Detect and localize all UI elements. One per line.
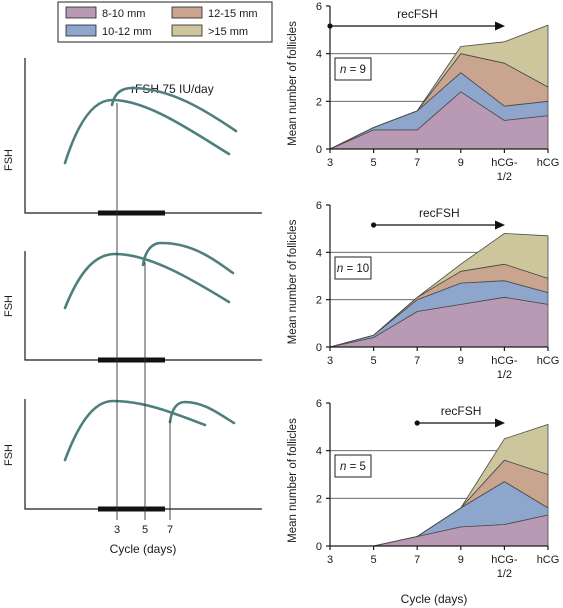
x-tick-label: 5: [371, 157, 377, 169]
legend-item: 8-10 mm: [65, 6, 145, 20]
x-tick-label: 7: [414, 157, 420, 169]
fsh-axis-label: FSH: [3, 149, 15, 171]
fsh-panel-axes: [24, 251, 262, 361]
legend-swatch: [65, 6, 97, 19]
follicle-chart-2: 0 2 4 6 3 5 7 9 hCG-1/2 hCG Mean number of follicl…: [287, 200, 559, 381]
fsh-stimulated-curve: [168, 400, 236, 425]
y-tick-label: 0: [316, 342, 322, 354]
x-tick-label: 3: [327, 554, 333, 566]
legend-swatch: [171, 6, 203, 19]
x-tick-label: hCG-1/2: [491, 355, 518, 381]
n-annotation: n = 5: [340, 461, 366, 473]
x-tick-label: 3: [327, 157, 333, 169]
x-tick-label: hCG: [537, 355, 560, 367]
day-tick-label: 3: [114, 524, 120, 536]
area-band: [329, 424, 549, 547]
arrow-head: [495, 21, 505, 31]
y-tick-label: 6: [316, 398, 322, 410]
y-tick-label: 2: [316, 295, 322, 307]
y-tick-label: 2: [316, 493, 322, 505]
right-x-axis-title: Cycle (days): [401, 592, 468, 606]
y-tick-label: 6: [316, 200, 322, 212]
n-box: [334, 256, 372, 280]
legend-label: 10-12 mm: [102, 26, 152, 38]
recfsh-arrow-label: recFSH: [419, 206, 460, 220]
x-tick-label: 5: [371, 355, 377, 367]
y-tick-label: 6: [316, 1, 322, 13]
n-annotation: n = 10: [337, 263, 369, 275]
day-tick-label: 7: [167, 524, 173, 536]
x-tick-label: 7: [414, 554, 420, 566]
legend: 8-10 mm 12-15 mm 10-12 mm >15 mm: [57, 1, 273, 43]
x-tick-label: 3: [327, 355, 333, 367]
legend-label: 12-15 mm: [208, 8, 258, 20]
fsh-stimulated-curve: [110, 86, 238, 133]
fsh-baseline-curve: [63, 252, 231, 310]
fsh-panel: FSH: [3, 58, 262, 216]
follicle-chart-3: 0 2 4 6 3 5 7 9 hCG-1/2 hCG Mean number of follicl…: [287, 398, 559, 580]
arrow-head: [495, 220, 505, 230]
follicle-chart-1: 0 2 4 6 3 5 7 9 hCG-1/2 hCG Mean number of follicl…: [287, 1, 559, 183]
fsh-panel-axes: [24, 58, 262, 214]
y-tick-label: 4: [316, 446, 322, 458]
fsh-baseline-curve: [63, 98, 231, 165]
x-tick-label: 5: [371, 554, 377, 566]
y-axis-title: Mean number of follicles: [287, 219, 299, 344]
x-tick-label: hCG-1/2: [491, 157, 518, 183]
legend-item: 10-12 mm: [65, 24, 152, 38]
legend-label: >15 mm: [208, 26, 248, 38]
left-x-axis-title: Cycle (days): [110, 542, 177, 556]
day-tick-label: 5: [142, 524, 148, 536]
fsh-stimulated-curve: [141, 241, 235, 275]
x-tick-label: hCG: [537, 554, 560, 566]
legend-item: 12-15 mm: [171, 6, 258, 20]
x-tick-label: 7: [414, 355, 420, 367]
x-tick-label: 9: [458, 157, 464, 169]
rfsh-dose-label: rFSH 75 IU/day: [131, 82, 214, 96]
y-tick-label: 4: [316, 247, 322, 259]
fsh-panel: FSH: [3, 399, 262, 512]
y-tick-label: 0: [316, 144, 322, 156]
y-axis-title: Mean number of follicles: [287, 418, 299, 543]
arrow-head: [495, 418, 505, 428]
x-tick-label: 9: [458, 355, 464, 367]
y-axis-title: Mean number of follicles: [287, 21, 299, 146]
legend-swatch: [65, 24, 97, 37]
fsh-panels: rFSH 75 IU/day FSH FSH FSH: [3, 58, 262, 556]
n-box: [334, 454, 372, 478]
x-tick-label: hCG: [537, 157, 560, 169]
legend-item: >15 mm: [171, 24, 248, 38]
recfsh-arrow-label: recFSH: [441, 404, 482, 418]
area-band: [329, 233, 549, 348]
legend-label: 8-10 mm: [102, 8, 145, 20]
n-box: [334, 57, 372, 81]
fsh-panel-axes: [24, 399, 262, 510]
area-band: [329, 24, 549, 150]
fsh-baseline-curve: [63, 399, 207, 462]
fsh-axis-label: FSH: [3, 295, 15, 317]
n-annotation: n = 9: [340, 64, 366, 76]
x-tick-label: 9: [458, 554, 464, 566]
y-tick-label: 2: [316, 96, 322, 108]
fsh-axis-label: FSH: [3, 444, 15, 466]
x-tick-label: hCG-1/2: [491, 554, 518, 580]
fsh-panel: FSH: [3, 241, 262, 363]
recfsh-arrow-label: recFSH: [397, 7, 438, 21]
legend-swatch: [171, 24, 203, 37]
y-tick-label: 0: [316, 541, 322, 553]
y-tick-label: 4: [316, 49, 322, 61]
